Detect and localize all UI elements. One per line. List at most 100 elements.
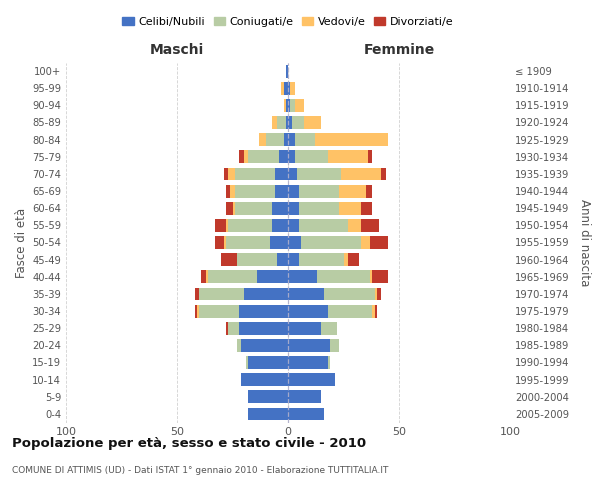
Bar bbox=[286, 116, 288, 129]
Bar bbox=[288, 304, 328, 318]
Bar bbox=[288, 322, 322, 334]
Bar bbox=[288, 116, 292, 129]
Bar bbox=[288, 373, 335, 386]
Bar bbox=[275, 184, 288, 198]
Bar bbox=[195, 304, 197, 318]
Bar bbox=[288, 390, 322, 403]
Bar bbox=[381, 168, 386, 180]
Bar bbox=[275, 168, 288, 180]
Bar bbox=[322, 322, 337, 334]
Bar bbox=[299, 184, 339, 198]
Bar bbox=[215, 236, 224, 249]
Bar bbox=[226, 202, 233, 214]
Bar bbox=[272, 116, 277, 129]
Bar bbox=[237, 253, 277, 266]
Bar bbox=[199, 304, 239, 318]
Bar bbox=[248, 150, 279, 163]
Bar bbox=[304, 116, 322, 129]
Bar bbox=[288, 253, 299, 266]
Bar bbox=[368, 150, 373, 163]
Bar bbox=[286, 64, 288, 78]
Bar bbox=[244, 150, 248, 163]
Bar bbox=[195, 288, 199, 300]
Bar bbox=[284, 82, 288, 94]
Bar bbox=[288, 219, 299, 232]
Bar bbox=[361, 219, 379, 232]
Bar bbox=[323, 288, 374, 300]
Bar bbox=[288, 133, 295, 146]
Bar bbox=[248, 356, 288, 369]
Bar bbox=[277, 253, 288, 266]
Bar bbox=[370, 270, 373, 283]
Bar bbox=[361, 236, 370, 249]
Bar bbox=[343, 253, 348, 266]
Bar bbox=[328, 150, 368, 163]
Bar bbox=[370, 236, 388, 249]
Bar bbox=[288, 150, 295, 163]
Bar bbox=[366, 184, 373, 198]
Bar bbox=[348, 253, 359, 266]
Bar bbox=[228, 322, 239, 334]
Bar bbox=[230, 184, 235, 198]
Bar bbox=[221, 253, 237, 266]
Bar bbox=[288, 270, 317, 283]
Bar bbox=[241, 373, 288, 386]
Bar bbox=[239, 304, 288, 318]
Bar bbox=[317, 270, 370, 283]
Bar bbox=[288, 202, 299, 214]
Bar bbox=[295, 133, 314, 146]
Bar bbox=[288, 356, 328, 369]
Bar bbox=[244, 288, 288, 300]
Bar bbox=[288, 288, 323, 300]
Bar bbox=[226, 322, 228, 334]
Text: COMUNE DI ATTIMIS (UD) - Dati ISTAT 1° gennaio 2010 - Elaborazione TUTTITALIA.IT: COMUNE DI ATTIMIS (UD) - Dati ISTAT 1° g… bbox=[12, 466, 388, 475]
Bar bbox=[377, 288, 381, 300]
Bar bbox=[288, 339, 330, 352]
Bar bbox=[235, 184, 275, 198]
Bar bbox=[288, 236, 301, 249]
Bar bbox=[215, 219, 226, 232]
Bar bbox=[288, 184, 299, 198]
Bar bbox=[272, 219, 288, 232]
Bar bbox=[299, 219, 348, 232]
Bar bbox=[237, 339, 241, 352]
Bar bbox=[288, 99, 290, 112]
Bar bbox=[373, 270, 388, 283]
Bar bbox=[288, 82, 290, 94]
Bar bbox=[235, 168, 275, 180]
Text: Femmine: Femmine bbox=[364, 44, 434, 58]
Bar bbox=[299, 202, 339, 214]
Bar bbox=[226, 184, 230, 198]
Legend: Celibi/Nubili, Coniugati/e, Vedovi/e, Divorziati/e: Celibi/Nubili, Coniugati/e, Vedovi/e, Di… bbox=[118, 12, 458, 31]
Bar bbox=[226, 219, 228, 232]
Bar bbox=[288, 168, 297, 180]
Bar bbox=[361, 202, 373, 214]
Bar bbox=[374, 304, 377, 318]
Bar bbox=[226, 236, 270, 249]
Bar bbox=[339, 202, 361, 214]
Bar bbox=[301, 236, 361, 249]
Bar bbox=[374, 288, 377, 300]
Bar bbox=[348, 219, 361, 232]
Bar bbox=[284, 133, 288, 146]
Bar bbox=[208, 270, 257, 283]
Bar bbox=[286, 99, 288, 112]
Y-axis label: Anni di nascita: Anni di nascita bbox=[578, 199, 591, 286]
Bar bbox=[341, 168, 381, 180]
Bar bbox=[241, 339, 288, 352]
Bar bbox=[373, 304, 374, 318]
Bar bbox=[239, 150, 244, 163]
Bar bbox=[248, 390, 288, 403]
Bar bbox=[277, 116, 286, 129]
Bar bbox=[248, 408, 288, 420]
Bar bbox=[292, 116, 304, 129]
Bar bbox=[202, 270, 206, 283]
Bar bbox=[266, 133, 284, 146]
Bar bbox=[328, 356, 330, 369]
Y-axis label: Fasce di età: Fasce di età bbox=[15, 208, 28, 278]
Bar bbox=[246, 356, 248, 369]
Bar bbox=[290, 99, 295, 112]
Bar bbox=[206, 270, 208, 283]
Text: Popolazione per età, sesso e stato civile - 2010: Popolazione per età, sesso e stato civil… bbox=[12, 438, 366, 450]
Bar bbox=[235, 202, 272, 214]
